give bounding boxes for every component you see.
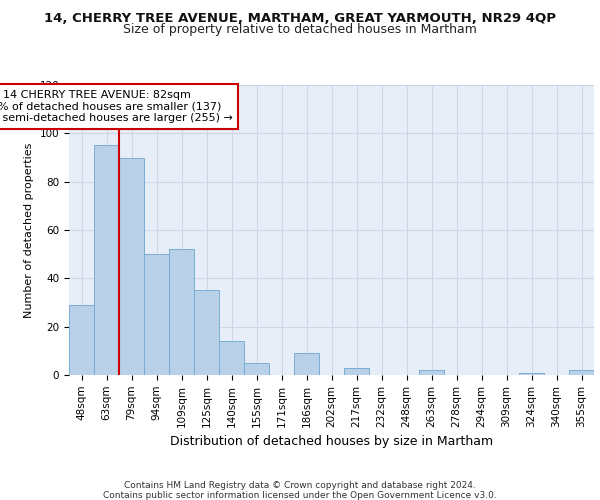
Bar: [194, 290, 219, 375]
Text: Contains public sector information licensed under the Open Government Licence v3: Contains public sector information licen…: [103, 490, 497, 500]
Text: 14 CHERRY TREE AVENUE: 82sqm
← 35% of detached houses are smaller (137)
64% of s: 14 CHERRY TREE AVENUE: 82sqm ← 35% of de…: [0, 90, 233, 123]
Bar: [94, 146, 119, 375]
Bar: [294, 353, 319, 375]
Text: 14, CHERRY TREE AVENUE, MARTHAM, GREAT YARMOUTH, NR29 4QP: 14, CHERRY TREE AVENUE, MARTHAM, GREAT Y…: [44, 12, 556, 26]
X-axis label: Distribution of detached houses by size in Martham: Distribution of detached houses by size …: [170, 435, 493, 448]
Bar: [569, 370, 594, 375]
Bar: [69, 305, 94, 375]
Bar: [244, 363, 269, 375]
Bar: [344, 368, 369, 375]
Bar: [519, 372, 544, 375]
Bar: [144, 254, 169, 375]
Y-axis label: Number of detached properties: Number of detached properties: [24, 142, 34, 318]
Bar: [419, 370, 444, 375]
Bar: [169, 250, 194, 375]
Bar: [119, 158, 144, 375]
Text: Size of property relative to detached houses in Martham: Size of property relative to detached ho…: [123, 22, 477, 36]
Text: Contains HM Land Registry data © Crown copyright and database right 2024.: Contains HM Land Registry data © Crown c…: [124, 482, 476, 490]
Bar: [219, 341, 244, 375]
